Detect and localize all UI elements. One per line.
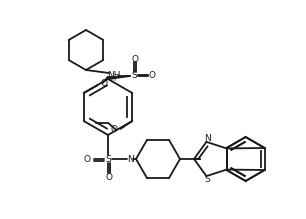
Text: O: O	[148, 71, 155, 80]
Text: O: O	[105, 173, 112, 182]
Text: N: N	[127, 154, 133, 164]
Text: S: S	[131, 71, 137, 81]
Text: O: O	[83, 155, 90, 164]
Text: O: O	[131, 55, 138, 64]
Text: O: O	[110, 125, 117, 134]
Text: N: N	[204, 134, 211, 143]
Text: S: S	[205, 175, 210, 184]
Text: S: S	[105, 154, 111, 164]
Text: O: O	[101, 79, 108, 88]
Text: NH: NH	[107, 71, 121, 81]
Text: H: H	[110, 76, 116, 82]
